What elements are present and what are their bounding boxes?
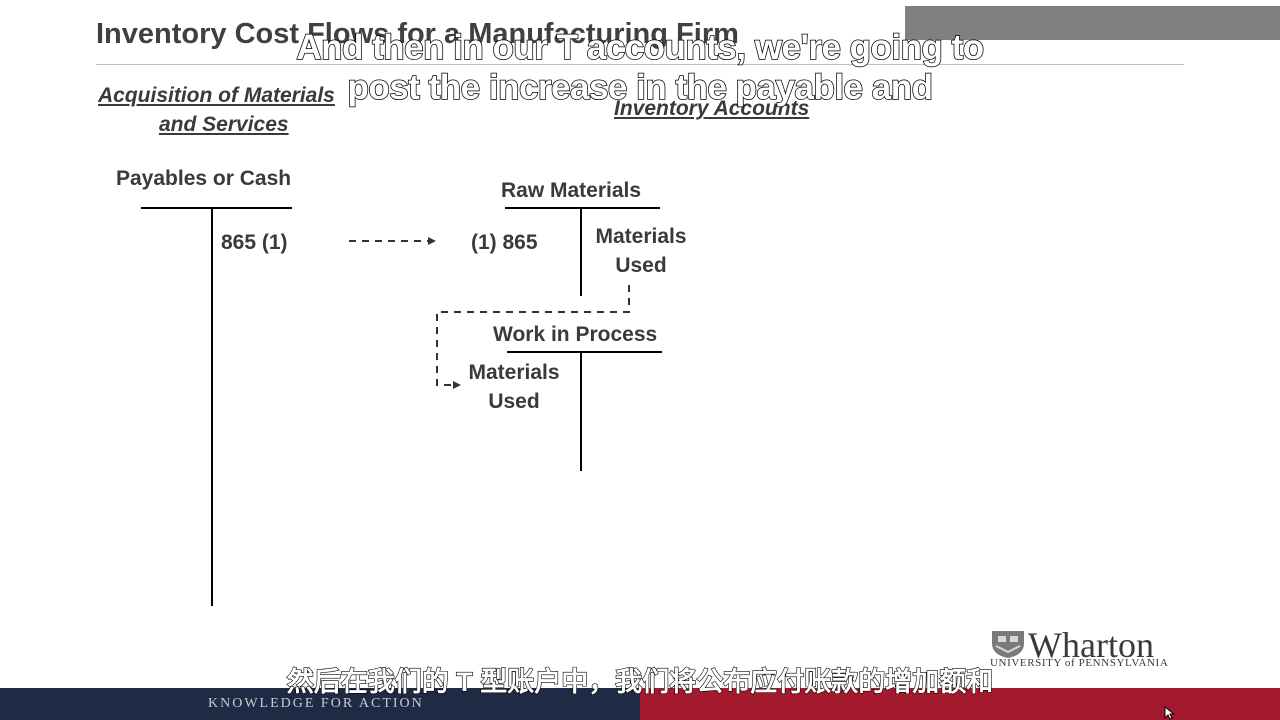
footer-tagline: KNOWLEDGE FOR ACTION [208, 696, 424, 711]
subtitle-english-line2: post the increase in the payable and [347, 67, 934, 108]
acquisition-heading-line1: Acquisition of Materials [98, 84, 335, 107]
wip-materials-used-line1: Materials [468, 361, 560, 384]
inventory-accounts-heading: Inventory Accounts [614, 97, 810, 120]
raw-materials-t-horizontal [505, 207, 660, 209]
payables-t-vertical [211, 208, 213, 606]
raw-materials-account-title: Raw Materials [501, 179, 642, 202]
wharton-logo: Wharton [1028, 625, 1154, 665]
title-divider [96, 64, 1184, 65]
arrowhead-2 [453, 381, 461, 389]
mouse-cursor-icon [1164, 706, 1176, 720]
footer-red-band [640, 688, 1280, 720]
raw-materials-debit-entry: (1) 865 [471, 231, 538, 254]
payables-account-title: Payables or Cash [116, 167, 292, 190]
arrowhead-1 [428, 237, 436, 245]
raw-materials-to-wip-arrow [436, 285, 630, 386]
work-in-process-account-title: Work in Process [493, 323, 658, 346]
raw-materials-t-vertical [580, 208, 582, 296]
wip-t-horizontal [507, 351, 662, 353]
subtitle-chinese: 然后在我们的 T 型账户中，我们将公布应付账款的增加额和 [286, 666, 994, 697]
slide-title: Inventory Cost Flows for a Manufacturing… [96, 18, 739, 50]
materials-used-line1: Materials [595, 225, 687, 248]
wip-materials-used-line2: Used [488, 390, 540, 413]
wharton-shield-icon [992, 631, 1024, 658]
wip-t-vertical [580, 352, 582, 471]
video-overlay-bar [905, 6, 1280, 40]
payables-credit-entry: 865 (1) [221, 231, 288, 254]
raw-materials-credit-label: Materials Used [589, 222, 693, 280]
footer-navy-band [0, 688, 640, 720]
acquisition-heading-line2: and Services [159, 113, 289, 136]
subtitle-english-line1: And then in our T accounts, we're going … [296, 27, 985, 68]
wharton-logo-subtitle: UNIVERSITY of PENNSYLVANIA [990, 657, 1169, 669]
wip-debit-label: Materials Used [461, 358, 567, 416]
materials-used-line2: Used [615, 254, 667, 277]
payables-t-horizontal [141, 207, 292, 209]
